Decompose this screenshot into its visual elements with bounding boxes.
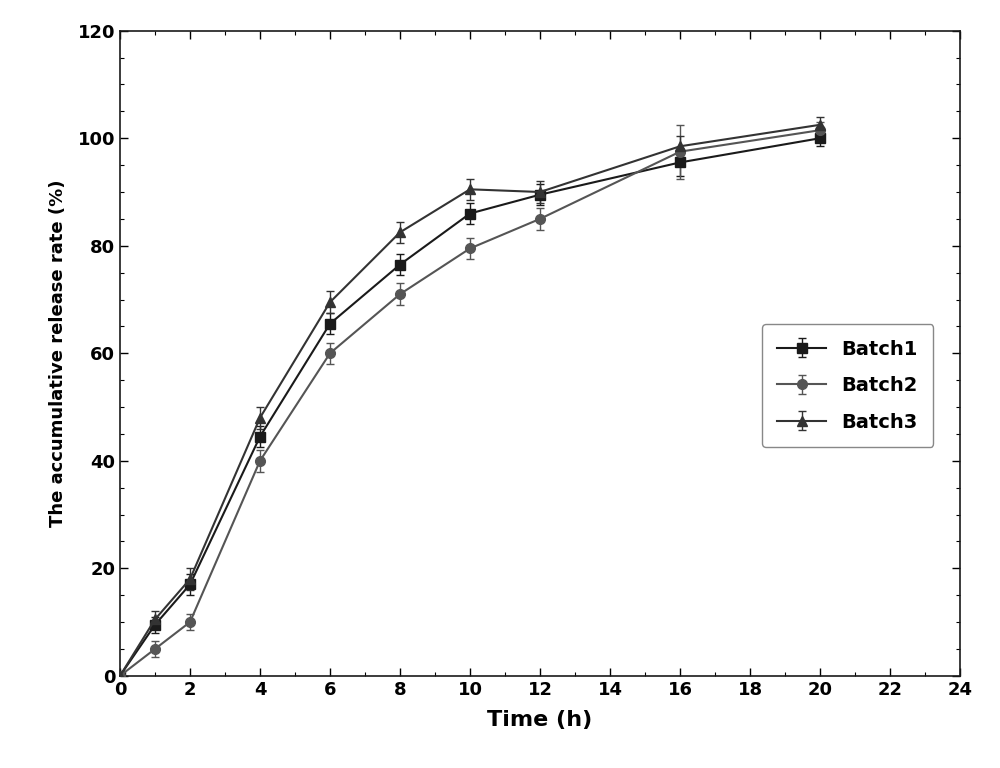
- Legend: Batch1, Batch2, Batch3: Batch1, Batch2, Batch3: [762, 324, 933, 447]
- Y-axis label: The accumulative release rate (%): The accumulative release rate (%): [49, 180, 67, 527]
- X-axis label: Time (h): Time (h): [487, 710, 593, 730]
